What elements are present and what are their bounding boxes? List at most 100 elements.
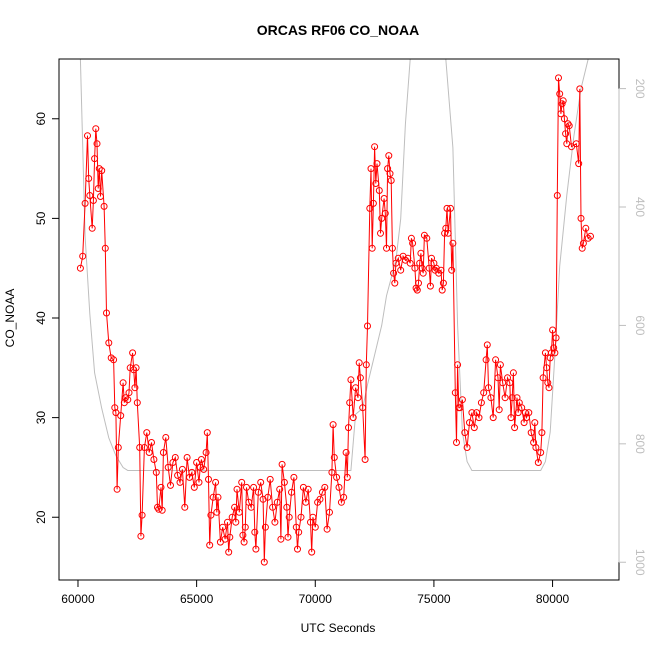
co-point	[565, 122, 573, 130]
co-point	[150, 456, 158, 463]
co-point	[521, 409, 529, 417]
co-point	[158, 506, 166, 514]
co-point	[369, 199, 377, 207]
co-point	[251, 528, 259, 536]
co-point	[259, 495, 267, 503]
co-point	[525, 409, 533, 417]
co-point	[577, 214, 585, 222]
co-point	[85, 175, 93, 182]
co-point	[399, 252, 407, 260]
co-point	[371, 143, 379, 151]
co-point	[276, 485, 284, 493]
co-point	[419, 269, 427, 277]
co-point	[449, 239, 457, 247]
co-point	[367, 165, 375, 173]
co-point	[549, 326, 557, 334]
co-point	[240, 538, 248, 546]
co-point	[155, 505, 163, 513]
co-point	[197, 456, 205, 463]
co-point	[377, 229, 384, 237]
co-point	[86, 192, 94, 199]
co-point	[362, 361, 370, 369]
co-point	[273, 498, 281, 506]
co-point	[368, 244, 376, 252]
co-point	[527, 429, 535, 437]
co-point	[254, 488, 262, 496]
co-point	[196, 463, 204, 471]
co-point	[572, 140, 580, 148]
co-point	[238, 478, 246, 486]
co-point	[499, 379, 507, 387]
co-point	[441, 229, 449, 237]
co-point	[584, 234, 592, 242]
co-point	[438, 286, 446, 294]
co-point	[132, 364, 140, 372]
co-point	[546, 354, 554, 362]
co-point	[352, 384, 360, 392]
co-point	[131, 384, 139, 392]
y-tick-label: 30	[34, 411, 48, 425]
co-point	[397, 266, 405, 274]
co-point	[559, 97, 567, 105]
co-point	[506, 379, 514, 387]
co-point	[537, 449, 545, 456]
co-point	[101, 244, 109, 252]
co-point	[551, 349, 559, 357]
co-point	[148, 439, 155, 446]
co-point	[415, 279, 422, 287]
co-point	[176, 478, 184, 486]
co-point	[224, 518, 231, 526]
co-point	[225, 548, 233, 556]
co-point	[582, 224, 590, 232]
co-point	[89, 197, 97, 204]
x-tick-label: 75000	[417, 592, 451, 606]
co-point	[309, 513, 317, 521]
co-point	[247, 503, 255, 511]
co-line	[79, 77, 591, 563]
co-point	[482, 356, 490, 364]
co-point	[475, 414, 483, 422]
co-point	[417, 249, 425, 257]
co-point	[575, 160, 583, 168]
co-point	[562, 130, 570, 138]
co-point	[356, 374, 364, 382]
co-point	[294, 545, 301, 553]
co-point	[219, 523, 227, 531]
co-point	[232, 518, 240, 526]
co-point	[495, 406, 503, 414]
co-point	[508, 394, 516, 402]
co-point	[426, 282, 434, 290]
co-point	[162, 434, 170, 441]
co-point	[114, 444, 122, 451]
co-point	[409, 239, 417, 247]
co-point	[164, 463, 172, 471]
co-point	[552, 334, 560, 342]
co-point	[391, 279, 399, 287]
co-point	[203, 429, 211, 437]
co-point	[375, 187, 383, 194]
co-point	[454, 361, 462, 369]
co-point	[93, 140, 101, 148]
co-point	[213, 508, 221, 516]
co-point	[545, 384, 553, 392]
co-point	[183, 454, 191, 461]
co-point	[328, 468, 336, 476]
co-point	[359, 404, 367, 412]
co-point	[304, 485, 312, 493]
co-point	[335, 483, 343, 491]
co-point	[299, 483, 307, 491]
co-point	[226, 533, 234, 541]
co-point	[88, 224, 96, 232]
pressure-line	[79, 59, 589, 471]
co-point	[167, 481, 174, 489]
co-point	[212, 478, 220, 486]
y-tick-label: 50	[34, 211, 48, 225]
co-point	[321, 483, 329, 491]
x-tick-label: 60000	[61, 592, 95, 606]
co-point	[489, 414, 497, 422]
co-point	[514, 409, 522, 417]
co-point	[347, 376, 355, 384]
co-point	[260, 558, 268, 566]
co-point	[413, 286, 421, 294]
